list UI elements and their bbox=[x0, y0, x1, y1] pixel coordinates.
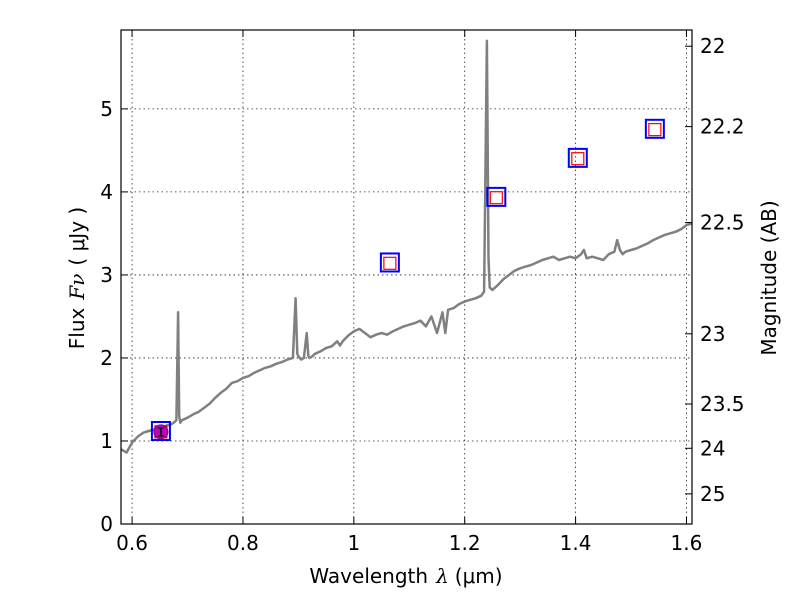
y2-axis-label: Magnitude (AB) bbox=[757, 200, 781, 355]
y-axis-label: FluxFν( μJy ) bbox=[65, 207, 89, 349]
x-axis-label: Wavelength λ (μm) bbox=[309, 564, 502, 588]
photometry-markers bbox=[150, 118, 665, 442]
y2-tick-label: 23 bbox=[700, 322, 725, 346]
y2-tick-label: 22.2 bbox=[700, 115, 745, 139]
y2-tick-label: 25 bbox=[700, 482, 725, 506]
gridlines bbox=[121, 30, 692, 525]
y-tick-label: 0 bbox=[100, 512, 113, 536]
y-tick-label: 5 bbox=[100, 97, 113, 121]
y-tick-label: 2 bbox=[100, 346, 113, 370]
observed-square-marker bbox=[648, 123, 662, 137]
y2-tick-label: 22.5 bbox=[700, 211, 745, 235]
y-tick-label: 4 bbox=[100, 180, 113, 204]
plot-frame bbox=[120, 29, 693, 525]
model-square-marker bbox=[150, 421, 171, 442]
y2-tick-label: 24 bbox=[700, 436, 725, 460]
axis-ticks: 0.6 0.8 1 1.2 1.4 1.60123452222.222.52323.524… bbox=[100, 30, 745, 555]
x-tick-label: 1.6 bbox=[671, 531, 703, 555]
model-square-marker bbox=[486, 186, 507, 207]
model-square-marker bbox=[567, 147, 588, 168]
x-tick-label: 0.6 bbox=[116, 531, 148, 555]
spectrum-line bbox=[120, 39, 693, 454]
y-tick-label: 3 bbox=[100, 263, 113, 287]
x-tick-label: 1.4 bbox=[560, 531, 592, 555]
y-tick-label: 1 bbox=[100, 429, 113, 453]
observed-square-marker bbox=[383, 256, 397, 270]
x-tick-label: 0.8 bbox=[227, 531, 259, 555]
y2-tick-label: 23.5 bbox=[700, 392, 745, 416]
model-square-marker bbox=[379, 252, 400, 273]
model-square-marker bbox=[644, 118, 665, 139]
x-tick-label: 1.2 bbox=[449, 531, 481, 555]
observed-square-marker bbox=[571, 152, 585, 166]
y2-tick-label: 22 bbox=[700, 34, 725, 58]
x-tick-label: 1 bbox=[347, 531, 360, 555]
observed-square-marker bbox=[489, 191, 503, 205]
